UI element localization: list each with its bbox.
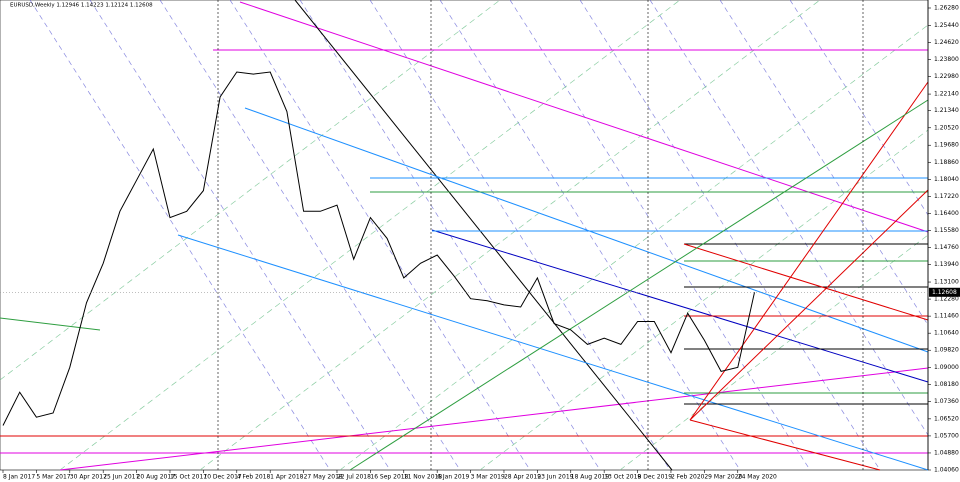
drawings <box>0 0 929 471</box>
y-tick-label: 1.09000 <box>934 364 959 371</box>
y-tick-label: 1.23800 <box>934 56 959 63</box>
y-tick-label: 1.20520 <box>934 124 959 131</box>
y-tick-label: 1.04880 <box>934 449 959 456</box>
x-tick-label: 23 Jun 2019 <box>537 474 573 481</box>
y-tick-label: 1.09820 <box>934 347 959 354</box>
y-tick-label: 1.13940 <box>934 261 959 268</box>
y-tick-label: 1.18860 <box>934 159 959 166</box>
last-price-label: 1.12608 <box>932 289 957 296</box>
y-tick-label: 1.22980 <box>934 73 959 80</box>
y-tick-label: 1.08180 <box>934 381 959 388</box>
last-price-box <box>929 287 960 297</box>
x-tick-label: 22 Jul 2018 <box>337 474 371 481</box>
x-tick-label: 2 Feb 2020 <box>671 474 705 481</box>
x-tick-label: 18 Aug 2019 <box>571 474 610 481</box>
chart-title: EURUSD,Weekly 1.12946 1.14223 1.12124 1.… <box>10 3 153 9</box>
x-tick-label: 3 Mar 2019 <box>471 474 505 481</box>
y-tick-label: 1.13100 <box>934 279 959 286</box>
y-tick-label: 1.25440 <box>934 22 959 29</box>
y-tick-label: 1.16400 <box>934 210 959 217</box>
y-tick-label: 1.04060 <box>934 467 959 474</box>
x-tick-label: 16 Sep 2018 <box>370 474 408 481</box>
x-tick-label: 5 Mar 2017 <box>36 474 70 481</box>
x-tick-label: 6 Jan 2019 <box>437 474 469 481</box>
y-tick-label: 1.22140 <box>934 91 959 98</box>
x-tick-label: 13 Oct 2019 <box>604 474 641 481</box>
x-tick-label: 15 Oct 2017 <box>170 474 207 481</box>
x-tick-label: 30 Apr 2017 <box>70 474 107 481</box>
y-tick-label: 1.06520 <box>934 415 959 422</box>
x-tick-label: 28 Apr 2019 <box>504 474 541 481</box>
x-tick-label: 29 Mar 2020 <box>704 474 742 481</box>
x-tick-label: 27 May 2018 <box>304 474 343 481</box>
y-tick-label: 1.24620 <box>934 39 959 46</box>
y-tick-label: 1.05700 <box>934 432 959 439</box>
y-tick-label: 1.15580 <box>934 227 959 234</box>
y-tick-label: 1.19680 <box>934 142 959 149</box>
x-tick-label: 1 Apr 2018 <box>270 474 303 481</box>
x-tick-label: 4 Feb 2018 <box>237 474 271 481</box>
x-tick-label: 10 Dec 2017 <box>203 474 242 481</box>
x-tick-label: 8 Jan 2017 <box>3 474 35 481</box>
price-line <box>2 71 755 426</box>
y-tick-label: 1.11460 <box>934 313 959 320</box>
y-tick-label: 1.07360 <box>934 398 959 405</box>
y-tick-label: 1.14760 <box>934 244 959 251</box>
x-tick-label: 24 May 2020 <box>738 474 777 481</box>
x-tick-label: 20 Aug 2017 <box>137 474 176 481</box>
x-tick-label: 8 Dec 2019 <box>638 474 673 481</box>
y-tick-label: 1.17220 <box>934 193 959 200</box>
y-tick-label: 1.10640 <box>934 330 959 337</box>
y-tick-label: 1.26280 <box>934 5 959 12</box>
x-tick-label: 11 Nov 2018 <box>404 474 443 481</box>
y-tick-label: 1.21340 <box>934 107 959 114</box>
x-tick-label: 25 Jun 2017 <box>103 474 139 481</box>
plot-area <box>0 0 929 471</box>
y-tick-label: 1.18040 <box>934 176 959 183</box>
y-tick-label: 1.12280 <box>934 296 959 303</box>
